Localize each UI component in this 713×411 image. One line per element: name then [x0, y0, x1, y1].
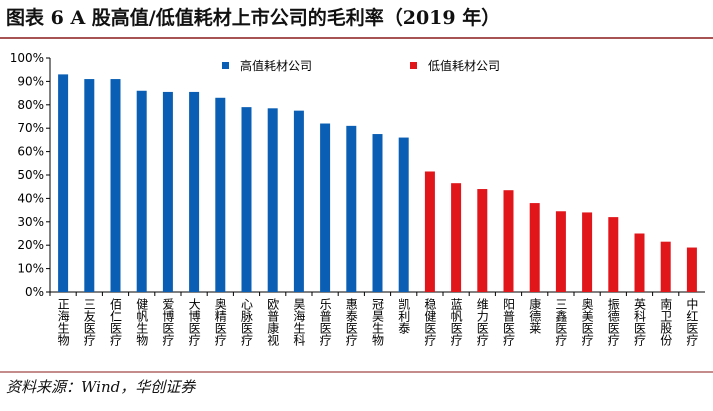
x-tick-label: 英科医疗: [633, 298, 647, 347]
y-tick-label: 30%: [17, 215, 44, 229]
x-tick-label: 南卫股份: [659, 297, 673, 346]
y-tick-label: 70%: [17, 121, 44, 135]
chart-title: 图表 6 A 股高值/低值耗材上市公司的毛利率（2019 年）: [6, 6, 500, 29]
x-tick-label: 冠昊生物: [371, 298, 385, 346]
x-tick-label: 正海生物: [56, 298, 70, 346]
bar: [84, 79, 95, 292]
bar: [215, 97, 226, 292]
x-tick-label: 奥精医疗: [213, 298, 227, 347]
x-tick-label: 昊海生科: [292, 298, 306, 346]
y-tick-label: 20%: [17, 238, 44, 252]
x-tick-label: 心脉医疗: [240, 298, 254, 347]
x-tick-label: 爱博医疗: [161, 298, 175, 347]
x-tick-label: 三友医疗: [82, 298, 96, 347]
bar: [608, 217, 619, 292]
bar: [398, 137, 409, 292]
x-tick-label: 维力医疗: [475, 298, 489, 347]
bar: [346, 125, 357, 292]
x-tick-label: 康德莱: [528, 297, 542, 334]
legend-label: 高值耗材公司: [240, 58, 312, 73]
x-tick-label: 凯利泰: [397, 298, 411, 334]
legend-swatch: [222, 62, 229, 69]
bar: [477, 189, 488, 292]
bar: [162, 91, 173, 293]
bar: [110, 79, 121, 292]
bar: [555, 211, 566, 292]
bar: [293, 110, 304, 293]
y-tick-label: 40%: [17, 191, 44, 205]
bar: [634, 233, 645, 292]
legend-swatch: [410, 62, 417, 69]
y-tick-label: 80%: [17, 98, 44, 112]
x-tick-label: 惠泰医疗: [344, 298, 358, 347]
bar: [660, 241, 671, 292]
x-tick-label: 欧普康视: [266, 298, 280, 346]
x-tick-label: 阳普医疗: [502, 298, 516, 347]
bar: [686, 247, 697, 292]
legend-label: 低值耗材公司: [428, 58, 500, 73]
bar: [451, 183, 462, 292]
bar: [320, 123, 331, 293]
y-tick-label: 0%: [25, 285, 44, 299]
x-tick-label: 乐普医疗: [318, 298, 332, 347]
x-tick-label: 大博医疗: [187, 298, 201, 347]
x-tick-label: 健帆生物: [135, 298, 149, 346]
x-tick-label: 奥美医疗: [580, 298, 594, 347]
bar: [136, 90, 147, 292]
x-tick-label: 三鑫医疗: [554, 298, 568, 347]
bar: [372, 134, 383, 292]
bar: [582, 212, 593, 292]
bar: [503, 190, 514, 292]
x-tick-label: 佰仁医疗: [109, 298, 123, 347]
y-tick-label: 60%: [17, 145, 44, 159]
bar: [529, 203, 540, 292]
y-tick-label: 100%: [10, 51, 44, 65]
y-tick-label: 50%: [17, 168, 44, 182]
bar: [58, 74, 69, 292]
x-tick-label: 振德医疗: [606, 298, 620, 347]
bar: [189, 91, 200, 293]
bar: [267, 108, 278, 292]
bar: [424, 171, 435, 292]
x-tick-label: 中红医疗: [685, 297, 699, 347]
y-tick-label: 90%: [17, 74, 44, 88]
x-tick-label: 稳健医疗: [423, 297, 437, 347]
bar: [241, 107, 252, 292]
x-tick-label: 蓝帆医疗: [449, 298, 463, 347]
source: 资料来源：Wind，华创证券: [6, 378, 196, 396]
y-tick-label: 10%: [17, 262, 44, 276]
